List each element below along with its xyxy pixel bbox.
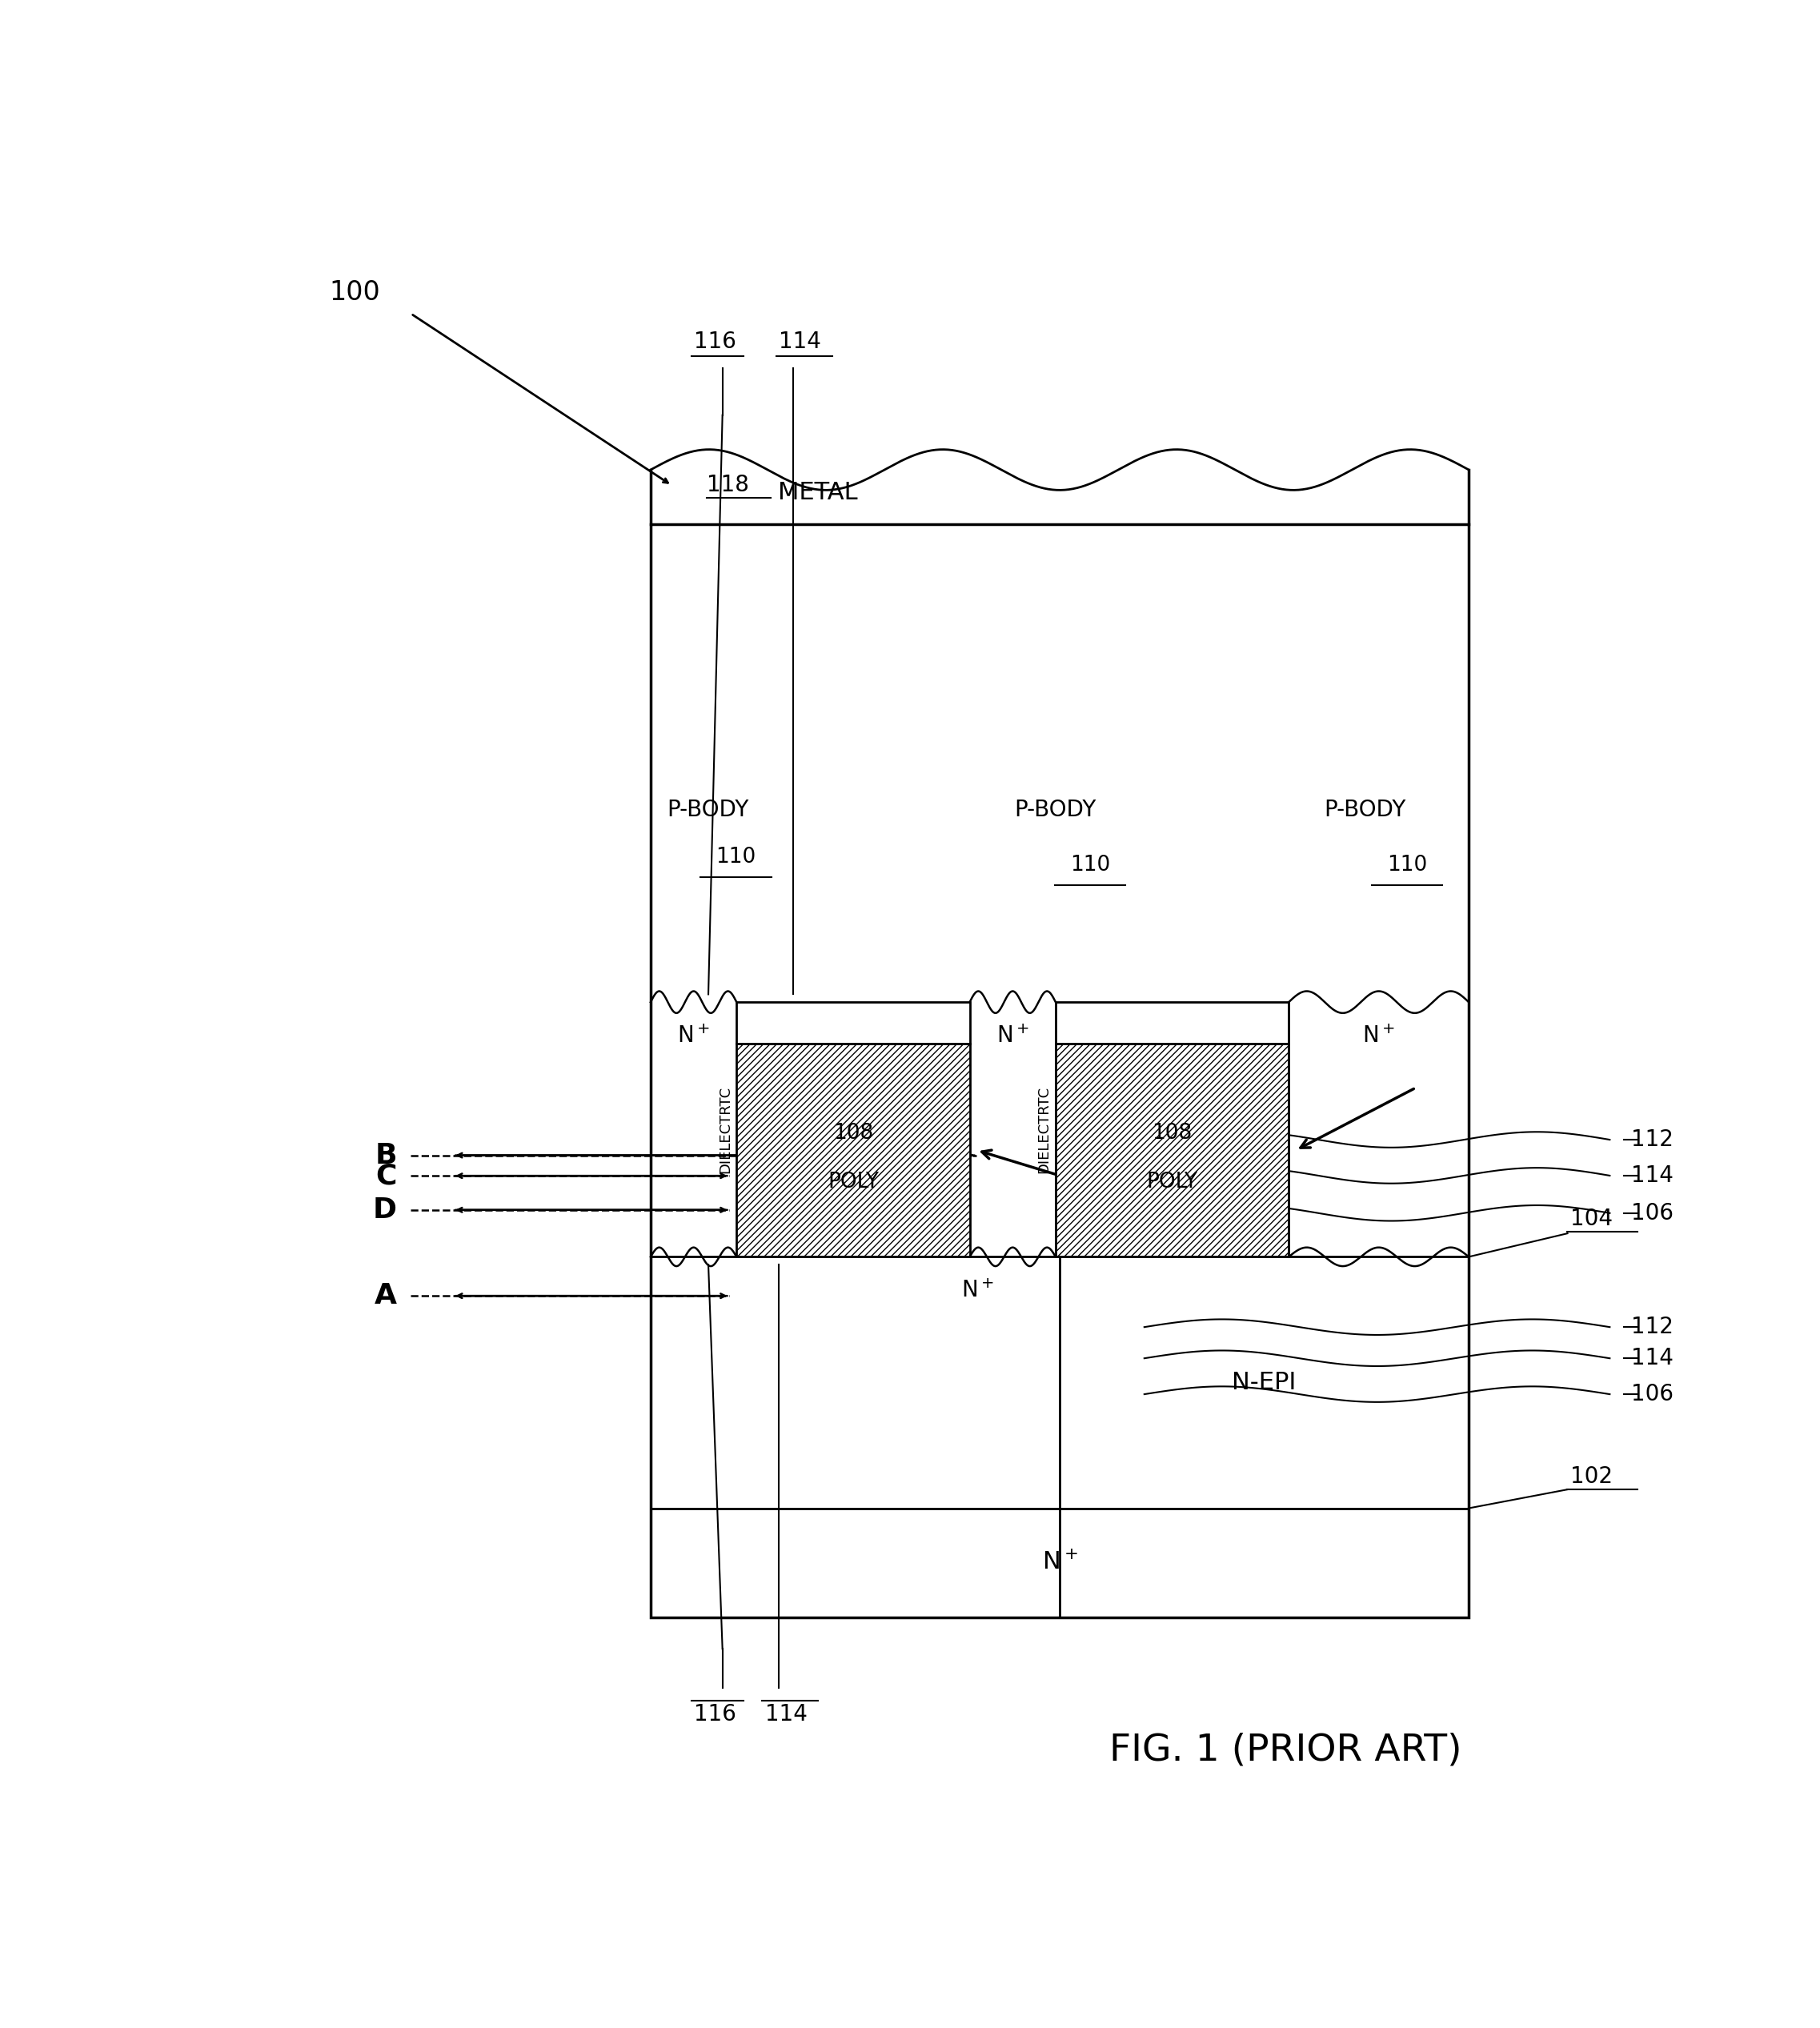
Text: 110: 110 <box>1070 854 1110 876</box>
Text: N$^+$: N$^+$ <box>996 1026 1028 1048</box>
Text: DIELECTRTC: DIELECTRTC <box>717 1085 732 1172</box>
Text: 116: 116 <box>693 1704 737 1726</box>
Text: FIG. 1 (PRIOR ART): FIG. 1 (PRIOR ART) <box>1108 1732 1461 1768</box>
Text: N$^+$: N$^+$ <box>677 1026 710 1048</box>
Text: C: C <box>375 1162 397 1188</box>
Text: 114: 114 <box>1631 1164 1673 1186</box>
Text: 104: 104 <box>1571 1209 1613 1231</box>
Text: 118: 118 <box>706 475 750 497</box>
Text: N$^+$: N$^+$ <box>961 1280 994 1302</box>
Text: 112: 112 <box>1631 1128 1673 1152</box>
Text: 102: 102 <box>1571 1466 1613 1489</box>
Text: DIELECTRTC: DIELECTRTC <box>1037 1085 1052 1172</box>
Text: POLY: POLY <box>828 1172 879 1192</box>
Bar <box>1056 1044 1289 1257</box>
Text: 116: 116 <box>693 331 737 353</box>
Text: 112: 112 <box>1631 1316 1673 1338</box>
Text: N$^+$: N$^+$ <box>1361 1026 1396 1048</box>
Text: 106: 106 <box>1631 1383 1673 1405</box>
Bar <box>737 1002 970 1044</box>
Bar <box>652 525 1469 1618</box>
Text: 114: 114 <box>764 1704 806 1726</box>
Text: A: A <box>375 1282 397 1310</box>
Text: 100: 100 <box>329 280 380 306</box>
Text: 106: 106 <box>1631 1203 1673 1225</box>
Text: N-EPI: N-EPI <box>1232 1371 1296 1393</box>
Bar <box>1056 1002 1289 1044</box>
Text: 110: 110 <box>1387 854 1427 876</box>
Text: 114: 114 <box>779 331 821 353</box>
Text: B: B <box>375 1142 397 1168</box>
Text: D: D <box>373 1197 397 1223</box>
Text: P-BODY: P-BODY <box>666 799 748 821</box>
Text: 110: 110 <box>715 846 755 868</box>
Text: P-BODY: P-BODY <box>1323 799 1405 821</box>
Text: P$^+$: P$^+$ <box>941 1160 972 1182</box>
Text: POLY: POLY <box>1147 1172 1198 1192</box>
Text: 108: 108 <box>1152 1124 1192 1144</box>
Text: METAL: METAL <box>777 481 857 505</box>
Text: N$^+$: N$^+$ <box>1041 1551 1077 1574</box>
Text: 114: 114 <box>1631 1347 1673 1369</box>
Text: P-BODY: P-BODY <box>1014 799 1096 821</box>
Bar <box>737 1044 970 1257</box>
Text: 108: 108 <box>834 1124 874 1144</box>
